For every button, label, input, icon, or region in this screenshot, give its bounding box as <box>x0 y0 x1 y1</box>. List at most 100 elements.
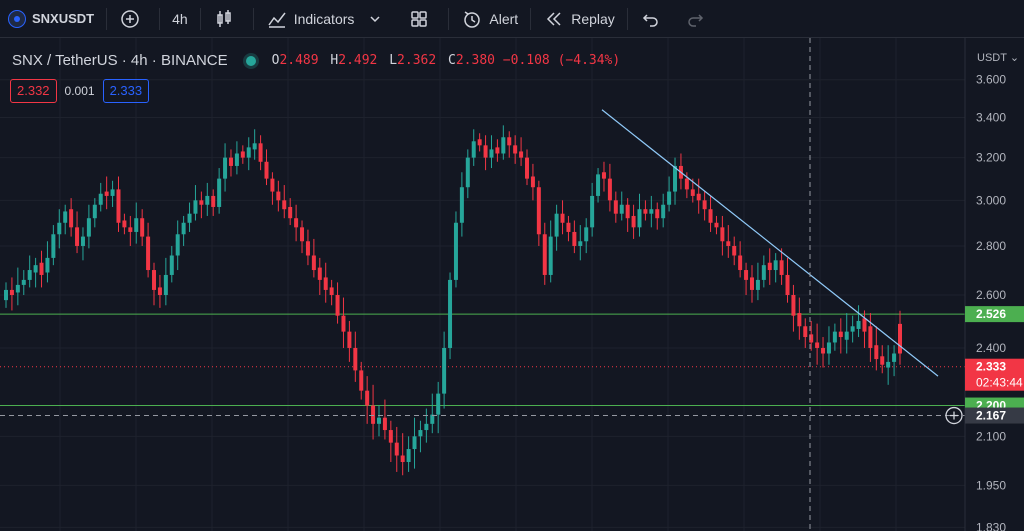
level-price-label-text: 2.526 <box>976 307 1006 321</box>
candle-body <box>862 318 867 332</box>
price-tick-label: 3.400 <box>976 111 1006 125</box>
price-tick-label: 1.950 <box>976 478 1006 492</box>
candle-body <box>4 289 8 301</box>
ohlc-values: O2.489 H2.492 L2.362 C2.380 −0.108 (−4.3… <box>272 53 625 68</box>
candle-body <box>412 436 417 450</box>
currency-selector[interactable]: USDT ⌄ <box>977 51 1019 64</box>
candle-body <box>175 234 180 256</box>
candle-body <box>15 284 20 293</box>
candle-body <box>347 331 352 348</box>
candle-body <box>649 209 654 214</box>
candle-body <box>294 218 299 228</box>
price-tick-label: 3.600 <box>976 73 1006 87</box>
alert-button[interactable]: Alert <box>453 0 526 38</box>
candle-body <box>169 255 174 275</box>
candle-body <box>69 209 74 228</box>
candle-body <box>21 279 26 285</box>
candle-body <box>838 331 843 338</box>
candle-body <box>530 176 535 188</box>
undo-icon <box>640 8 662 30</box>
interval-button[interactable]: 4h <box>164 0 196 38</box>
candle-body <box>228 157 233 166</box>
price-tick-label: 3.000 <box>976 193 1006 207</box>
candle-body <box>809 334 814 343</box>
interval-label: 4h <box>172 10 188 27</box>
price-chart[interactable]: 3.600 3.400 3.200 3.000 2.800 2.600 2.400 2.100… <box>0 38 1024 531</box>
horizontal-levels <box>0 313 965 407</box>
candle-body <box>187 213 192 223</box>
redo-icon <box>684 8 706 30</box>
candle-body <box>80 236 85 246</box>
candle-body <box>430 414 435 424</box>
candle-body <box>744 270 749 280</box>
candle-body <box>300 227 305 242</box>
candle-body <box>211 195 216 207</box>
sell-button[interactable]: 2.332 <box>10 79 57 103</box>
candle-body <box>726 241 731 246</box>
candle-body <box>45 257 50 273</box>
candle-body <box>258 143 263 162</box>
symbol-search[interactable]: SNXUSDT <box>0 0 102 38</box>
candle-body <box>542 234 547 275</box>
candle-body <box>513 145 518 154</box>
trendline[interactable] <box>601 109 939 377</box>
compare-button[interactable] <box>111 0 155 38</box>
candle-body <box>696 193 701 201</box>
candle-body <box>773 260 778 271</box>
candle-body <box>832 331 837 343</box>
divider <box>106 7 108 30</box>
candle-body <box>779 260 784 275</box>
candle-body <box>566 222 571 232</box>
candle-body <box>791 295 796 316</box>
candle-body <box>708 209 713 223</box>
candle-body <box>264 161 269 179</box>
redo-button[interactable] <box>676 0 720 38</box>
candle-body <box>240 151 245 158</box>
candle-body <box>199 200 204 205</box>
candle-body <box>376 417 381 424</box>
candle-body <box>317 267 322 280</box>
layouts-button[interactable] <box>400 0 444 38</box>
candle-body <box>613 200 618 214</box>
level-price-label <box>965 306 1024 323</box>
indicators-button[interactable]: Indicators <box>258 0 401 38</box>
candle-body <box>382 417 387 431</box>
candle-body <box>850 326 855 332</box>
candle-body <box>761 265 766 280</box>
candle-body <box>803 326 808 338</box>
candle-body <box>572 231 577 246</box>
candle-body <box>217 178 222 207</box>
price-tick-label: 2.800 <box>976 239 1006 253</box>
candle-body <box>886 361 891 368</box>
candle-body <box>856 320 861 329</box>
candle-body <box>51 234 56 258</box>
candle-body <box>661 204 666 219</box>
candle-body <box>448 279 453 348</box>
trendline-line <box>601 109 939 377</box>
undo-button[interactable] <box>632 0 676 38</box>
candle-body <box>489 149 494 158</box>
candle-body <box>815 342 820 348</box>
rewind-icon <box>543 8 565 30</box>
candle-body <box>536 187 541 235</box>
indicators-label: Indicators <box>293 10 355 27</box>
candle-body <box>655 209 660 219</box>
candle-body <box>424 423 429 431</box>
candle-body <box>495 147 500 154</box>
buy-button[interactable]: 2.333 <box>102 79 150 103</box>
candle-body <box>152 270 157 290</box>
candle-body <box>223 157 228 179</box>
replay-button[interactable]: Replay <box>535 0 623 38</box>
chart-type-button[interactable] <box>205 0 249 38</box>
price-axis[interactable]: 3.600 3.400 3.200 3.000 2.800 2.600 2.400 2.100… <box>964 38 1024 531</box>
candle-body <box>27 270 32 280</box>
candle-body <box>92 204 97 219</box>
candle-body <box>519 151 524 158</box>
open-value: 2.489 <box>279 53 319 68</box>
candle-body <box>590 195 595 228</box>
candle-body <box>874 345 879 360</box>
candle-body <box>483 145 488 158</box>
candle-body <box>140 218 145 237</box>
candle-body <box>767 262 772 271</box>
candle-body <box>749 277 754 290</box>
